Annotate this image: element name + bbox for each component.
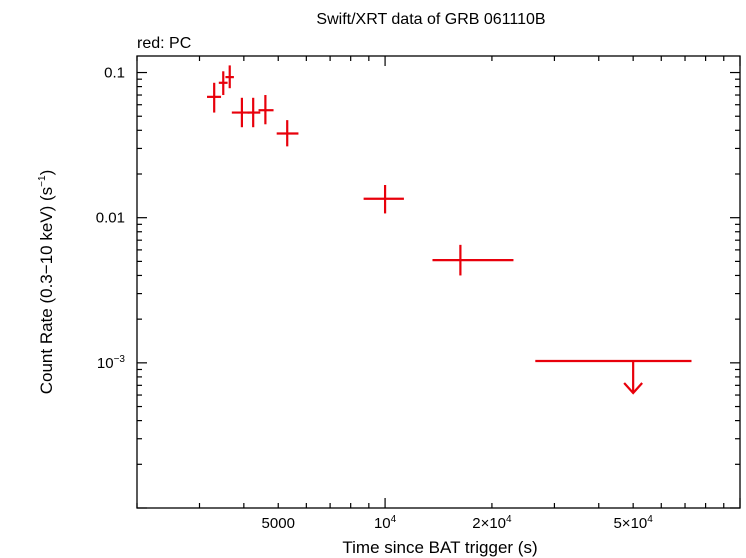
data-point: [231, 97, 250, 128]
data-point: [276, 120, 299, 147]
x-tick-label-sup: 4: [647, 514, 653, 525]
data-point: [207, 82, 222, 113]
data-point: [218, 71, 228, 96]
x-tick-label-sup: 4: [391, 514, 397, 525]
chart-title: Swift/XRT data of GRB 061110B: [316, 11, 545, 28]
plot-frame: [136, 55, 741, 509]
upper-limit-arrow-head: [623, 382, 643, 395]
x-tick-label-base: 2×10: [472, 515, 506, 532]
y-axis-title-main: Count Rate (0.3−10 keV) (s: [37, 187, 56, 394]
chart-subtitle: red: PC: [137, 35, 191, 52]
y-tick-label: 10−3: [97, 354, 126, 372]
data-point: [363, 184, 404, 214]
y-axis-title-sup: −1: [37, 175, 48, 187]
data-point: [258, 95, 274, 125]
y-tick-label-base: 0.01: [96, 210, 125, 227]
y-tick-label-base: 10: [97, 355, 114, 372]
data-point: [432, 244, 514, 276]
data-point: [225, 65, 234, 89]
ticks-layer: [136, 56, 741, 509]
x-tick-label-sup: 4: [506, 514, 512, 525]
x-tick-label-base: 10: [374, 515, 391, 532]
y-tick-label: 0.1: [104, 65, 125, 82]
y-tick-label-sup: −3: [114, 354, 126, 365]
x-tick-labels: 5000 104 2×104 5×104: [262, 514, 654, 532]
y-tick-label-base: 0.1: [104, 65, 125, 82]
x-tick-label: 5×104: [613, 514, 653, 532]
x-axis-title: Time since BAT trigger (s): [342, 538, 537, 557]
x-tick-label: 2×104: [472, 514, 512, 532]
y-axis-title-tail: ): [37, 170, 56, 176]
upper-limit: [535, 359, 692, 395]
data-point: [247, 97, 261, 128]
y-tick-label: 0.01: [96, 210, 125, 227]
x-tick-label: 104: [374, 514, 397, 532]
x-tick-label-base: 5000: [262, 515, 295, 532]
y-tick-labels: 0.1 0.01 10−3: [96, 65, 126, 372]
data-layer: [207, 65, 692, 395]
y-axis-title: Count Rate (0.3−10 keV) (s−1): [37, 170, 56, 395]
x-tick-label-base: 5×10: [613, 515, 647, 532]
x-tick-label: 5000: [262, 515, 295, 532]
